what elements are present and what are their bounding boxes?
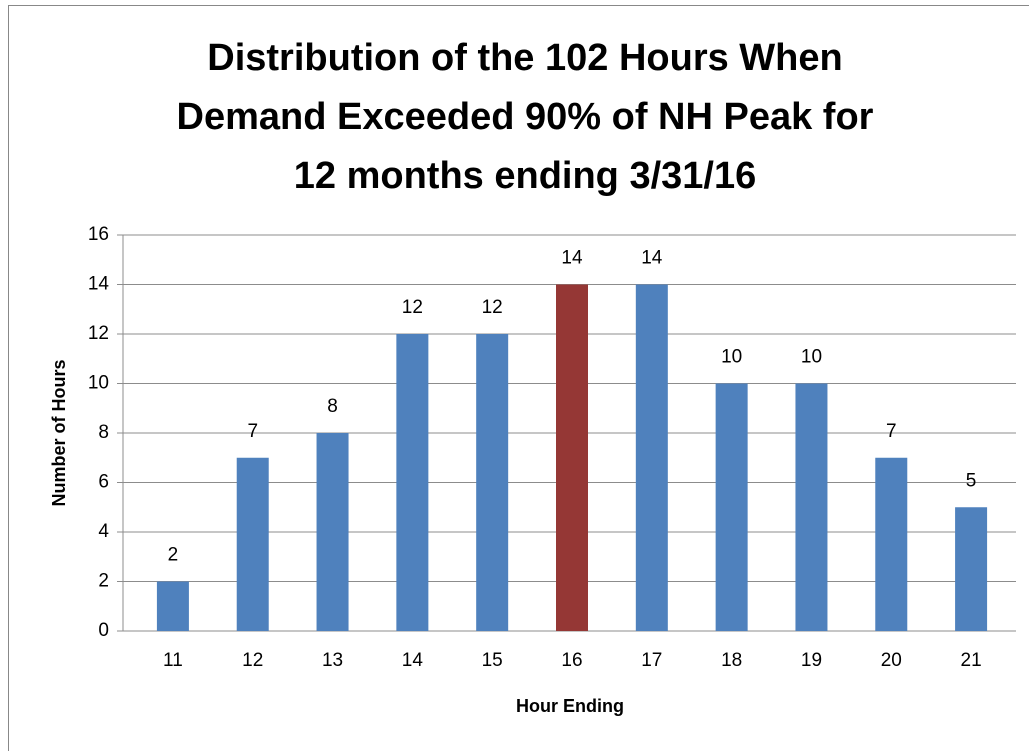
- x-tick-label: 13: [322, 650, 343, 671]
- x-tick-label: 20: [881, 650, 902, 671]
- y-tick-label: 12: [88, 323, 109, 344]
- chart-title: Demand Exceeded 90% of NH Peak for: [177, 96, 874, 138]
- y-tick-label: 6: [98, 472, 109, 493]
- x-tick-label: 12: [242, 650, 263, 671]
- bar: [875, 457, 908, 631]
- x-tick-label: 15: [482, 650, 503, 671]
- x-tick-label: 18: [721, 650, 742, 671]
- data-label: 7: [247, 421, 258, 442]
- x-tick-label: 21: [961, 650, 982, 671]
- data-label: 12: [482, 297, 503, 318]
- x-axis-title: Hour Ending: [516, 696, 624, 716]
- data-label: 7: [886, 421, 897, 442]
- bar: [795, 383, 828, 631]
- bar: [316, 433, 349, 631]
- data-label: 2: [168, 545, 179, 566]
- y-tick-label: 16: [88, 224, 109, 245]
- data-label: 10: [721, 347, 742, 368]
- y-tick-label: 2: [98, 571, 109, 592]
- x-tick-label: 19: [801, 650, 822, 671]
- y-tick-label: 0: [98, 620, 109, 641]
- y-tick-label: 14: [88, 274, 110, 295]
- x-tick-label: 14: [402, 650, 424, 671]
- y-tick-label: 10: [88, 373, 109, 394]
- bar: [635, 284, 668, 631]
- bar: [556, 284, 588, 631]
- chart-title: 12 months ending 3/31/16: [294, 155, 756, 197]
- bar: [396, 334, 429, 631]
- data-label: 10: [801, 347, 822, 368]
- x-tick-label: 16: [561, 650, 582, 671]
- data-label: 12: [402, 297, 423, 318]
- bar: [156, 581, 189, 631]
- bar: [715, 383, 748, 631]
- data-label: 14: [561, 248, 583, 269]
- x-tick-label: 11: [163, 650, 183, 671]
- y-tick-label: 8: [98, 422, 109, 443]
- data-label: 8: [327, 396, 338, 417]
- bar: [476, 334, 509, 631]
- bar: [236, 457, 269, 631]
- x-tick-label: 17: [641, 650, 662, 671]
- y-tick-label: 4: [98, 521, 109, 542]
- y-axis-title: Number of Hours: [49, 359, 69, 506]
- chart-title: Distribution of the 102 Hours When: [207, 37, 842, 79]
- data-label: 5: [966, 470, 977, 491]
- data-label: 14: [641, 248, 663, 269]
- bar: [955, 507, 988, 631]
